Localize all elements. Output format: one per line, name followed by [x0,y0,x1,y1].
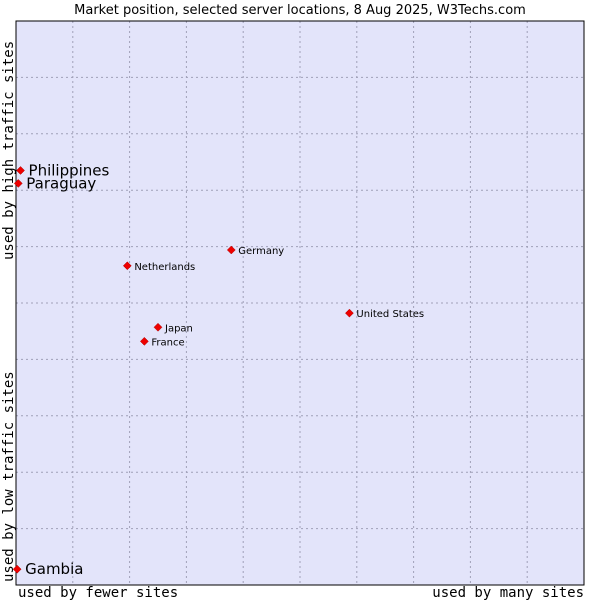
grid-lines [16,21,584,585]
point-marker-gambia [12,564,22,574]
chart-title: Market position, selected server locatio… [74,3,526,18]
point-marker-germany [226,245,236,255]
point-label-philippines: Philippines [29,161,110,179]
point-label-gambia: Gambia [25,560,83,578]
x-axis-label-left: used by fewer sites [18,585,178,600]
point-marker-philippines [16,166,25,175]
point-marker-paraguay [13,179,23,188]
point-marker-france [140,336,149,346]
y-axis-label-bottom: used by low traffic sites [1,371,17,582]
point-label-germany: Germany [238,246,284,257]
point-label-netherlands: Netherlands [134,262,195,273]
point-marker-japan [153,322,163,332]
plot-border [15,20,585,586]
point-marker-united-states [345,308,354,318]
x-axis-label-right: used by many sites [432,585,584,600]
point-label-united-states: United States [356,309,424,320]
point-label-japan: Japan [164,323,193,334]
point-label-paraguay: Paraguay [26,174,96,192]
point-marker-netherlands [122,261,132,271]
point-label-france: France [151,337,184,348]
y-axis-label-top: used by high traffic sites [1,41,17,260]
